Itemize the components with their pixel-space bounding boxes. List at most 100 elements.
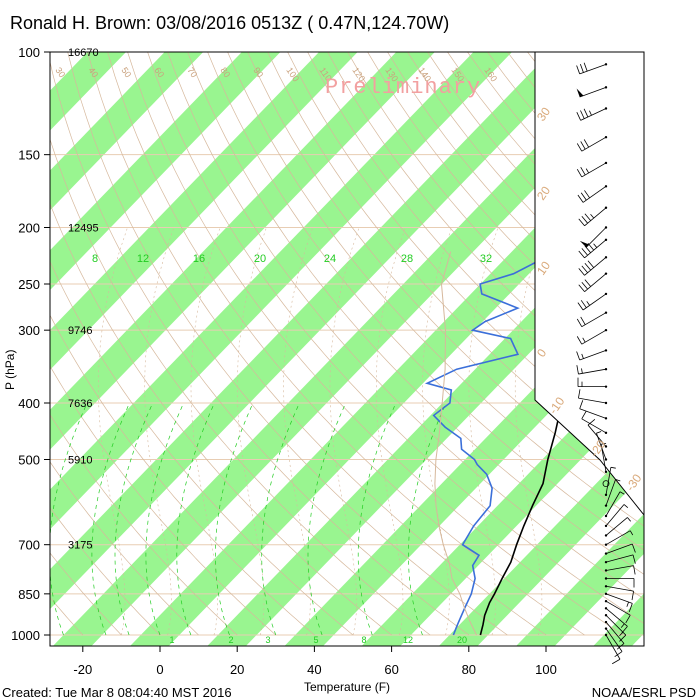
barb-half [623,504,629,508]
barb-half [589,110,592,116]
barb-full [580,166,586,176]
mixing-ratio-label-lower: 5 [313,635,318,645]
barb-full [581,216,588,224]
barb-full [581,410,587,420]
theta-label: 30 [53,65,67,79]
dry-adiabat [50,507,161,636]
barb-full [587,418,596,426]
isotherm-band [516,513,644,646]
barb-full [631,543,636,553]
barb-dot [604,311,608,314]
moist-adiabat [375,227,406,636]
mixing-ratio-label: 24 [324,253,336,265]
height-label: 7636 [68,398,92,410]
x-tick-label: 80 [462,662,476,677]
wind-barb [576,135,608,152]
barb-half [627,517,631,522]
moist-adiabat [468,227,499,636]
dry-adiabat [50,138,431,636]
barb-dot [604,620,608,624]
barb-half [615,478,621,482]
barb-full [577,302,584,311]
barb-dot [604,86,608,89]
wind-barb [604,599,631,624]
barb-staff [580,108,607,121]
barb-half [620,623,625,628]
height-label: 3175 [68,540,92,552]
barb-full [587,260,595,268]
barb-dot [604,627,608,630]
barb-staff [587,424,607,447]
isotherm-band [130,115,644,646]
barb-staff [605,634,621,660]
moist-adiabats [97,227,545,636]
mixing-ratio-label: 20 [254,253,266,265]
barb-dot [604,63,608,66]
barb-full [584,213,591,221]
barb-staff [605,479,616,506]
barb-full [581,248,588,256]
moist-adiabat [190,227,221,636]
dry-adiabat [107,52,585,636]
y-tick-label: 250 [18,277,40,292]
mixing-ratio-line [176,402,215,636]
barb-dot [604,328,608,332]
barb-staff [582,293,607,311]
y-tick-label: 850 [18,587,40,602]
barb-full [633,565,636,575]
wind-barb [604,585,634,601]
barb-full [583,108,589,118]
barb-half [626,601,629,607]
wind-barb [576,328,608,345]
moist-adiabat [144,227,175,636]
barb-full [584,190,590,199]
barb-full [584,263,591,271]
wind-barb [576,62,608,75]
barb-dot [604,493,608,497]
y-tick-label: 400 [18,396,40,411]
theta-label: 70 [185,65,199,79]
barb-full [576,318,583,327]
barb-full [612,658,621,665]
barb-full [576,112,581,121]
y-tick-label: 150 [18,148,40,163]
barb-half [586,301,590,306]
barb-dot [604,524,608,528]
barb-dot [604,585,608,588]
dry-adiabat [50,414,238,636]
barb-full [578,218,585,227]
wind-barb [578,238,608,259]
mixing-ratio-line [215,402,254,636]
barb-staff [605,543,633,554]
mixing-ratio-label: 32 [480,253,492,265]
barb-full [578,284,585,292]
series-parcel [434,251,477,636]
barb-half [593,243,598,248]
barb-staff [578,397,607,404]
barb-dot [604,543,608,546]
theta-label: 60 [152,65,166,79]
mixing-ratio-line [50,402,88,636]
height-label: 12495 [68,223,99,235]
barb-staff [584,239,607,259]
wind-barb [577,292,608,311]
wind-barb [576,349,608,361]
wind-barb [576,365,608,375]
barb-staff [605,585,634,592]
wind-barb [604,565,636,575]
barb-dot [604,470,608,474]
isotherm-band [593,593,644,646]
barb-dot [604,238,608,242]
mixing-ratio-label-lower: 1 [169,635,174,645]
y-tick-label: 1000 [11,628,40,643]
barb-dot [604,417,608,420]
height-label: 9746 [68,325,92,337]
dry-adiabat [187,52,644,575]
moist-adiabat [514,227,545,636]
barb-staff [584,257,607,276]
isotherm-band [438,434,644,646]
x-tick-label: 60 [384,662,398,677]
wind-barb [578,256,608,276]
y-tick-label: 200 [18,221,40,236]
